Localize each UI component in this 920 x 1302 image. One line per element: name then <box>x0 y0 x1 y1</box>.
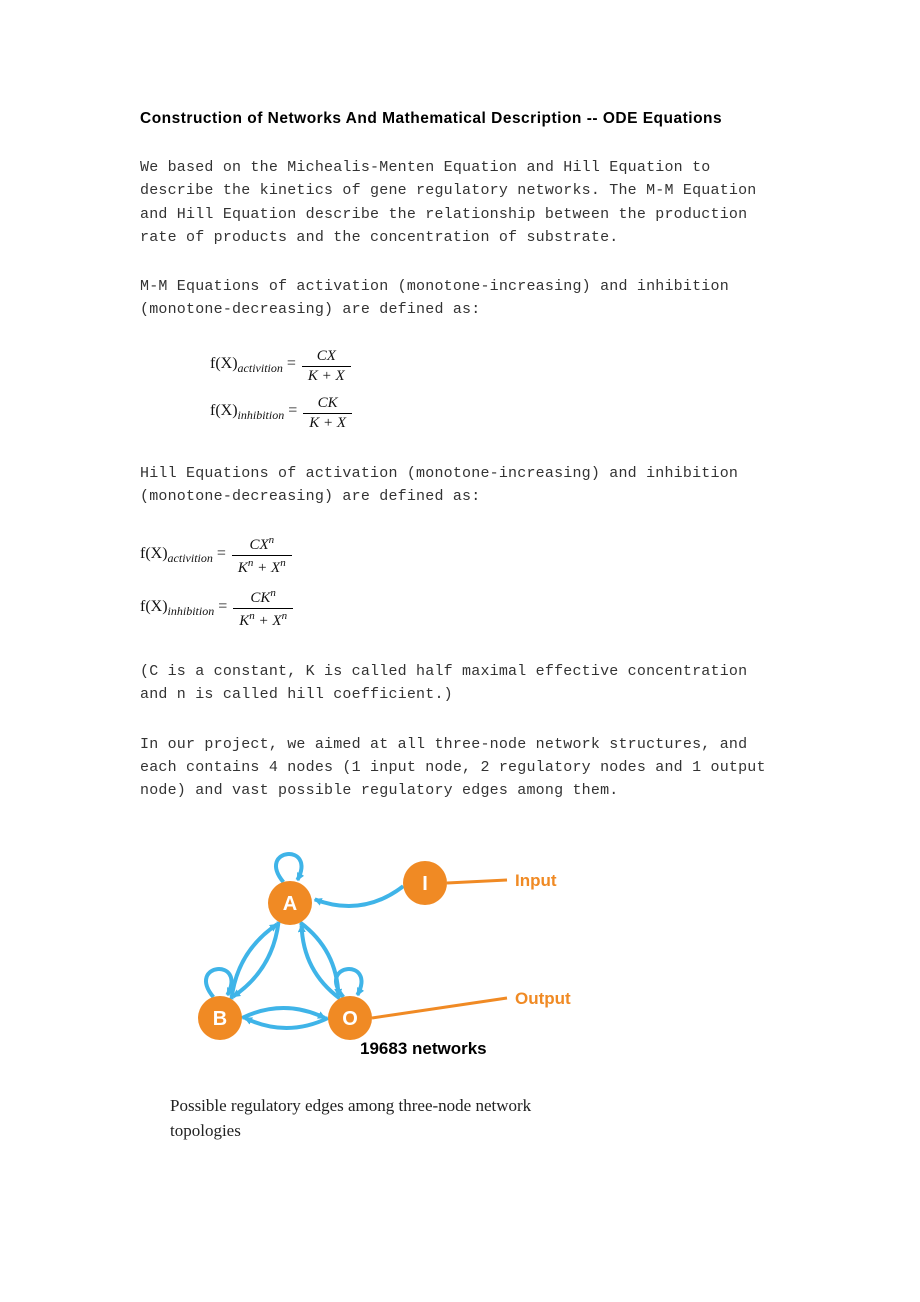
paragraph-3: Hill Equations of activation (monotone-i… <box>140 462 780 509</box>
eq-numerator: CK <box>312 395 344 413</box>
svg-text:19683 networks: 19683 networks <box>360 1039 487 1058</box>
network-diagram: Input Output I A B O19683 networks <box>160 828 590 1088</box>
paragraph-2: M-M Equations of activation (monotone-in… <box>140 275 780 322</box>
eq-denominator: Kn + Xn <box>233 608 293 630</box>
svg-text:Input: Input <box>515 871 557 890</box>
network-diagram-block: Input Output I A B O19683 networks Possible r… <box>160 828 590 1143</box>
svg-text:A: A <box>283 893 297 915</box>
eq-denominator: K + X <box>303 413 352 432</box>
eq-denominator: K + X <box>302 366 351 385</box>
equations-mm: f(X)activition = CX K + X f(X)inhibition… <box>210 348 780 432</box>
svg-text:O: O <box>342 1008 358 1030</box>
eq-hill-activation: f(X)activition = CXn Kn + Xn <box>140 534 780 577</box>
svg-text:B: B <box>213 1008 227 1030</box>
network-svg: Input Output I A B O19683 networks <box>160 828 590 1088</box>
eq-denominator: Kn + Xn <box>232 555 292 577</box>
paragraph-1: We based on the Michealis-Menten Equatio… <box>140 156 780 249</box>
eq-sub: activition <box>168 551 213 565</box>
eq-numerator: CXn <box>243 534 280 555</box>
eq-lhs: f(X) <box>140 598 168 615</box>
eq-mm-inhibition: f(X)inhibition = CK K + X <box>210 395 780 432</box>
eq-lhs: f(X) <box>210 402 238 419</box>
eq-mm-activation: f(X)activition = CX K + X <box>210 348 780 385</box>
page-title: Construction of Networks And Mathematica… <box>140 110 780 128</box>
diagram-caption: Possible regulatory edges among three-no… <box>170 1094 590 1143</box>
eq-sub: inhibition <box>168 604 215 618</box>
eq-sub: activition <box>238 362 283 376</box>
eq-numerator: CKn <box>244 587 282 608</box>
eq-numerator: CX <box>311 348 342 366</box>
equations-hill: f(X)activition = CXn Kn + Xn f(X)inhibit… <box>140 534 780 630</box>
eq-lhs: f(X) <box>210 355 238 372</box>
paragraph-5: In our project, we aimed at all three-no… <box>140 733 780 803</box>
eq-sub: inhibition <box>238 409 285 423</box>
eq-hill-inhibition: f(X)inhibition = CKn Kn + Xn <box>140 587 780 630</box>
svg-text:Output: Output <box>515 989 571 1008</box>
eq-lhs: f(X) <box>140 545 168 562</box>
svg-text:I: I <box>422 873 428 895</box>
paragraph-4: (C is a constant, K is called half maxim… <box>140 660 780 707</box>
